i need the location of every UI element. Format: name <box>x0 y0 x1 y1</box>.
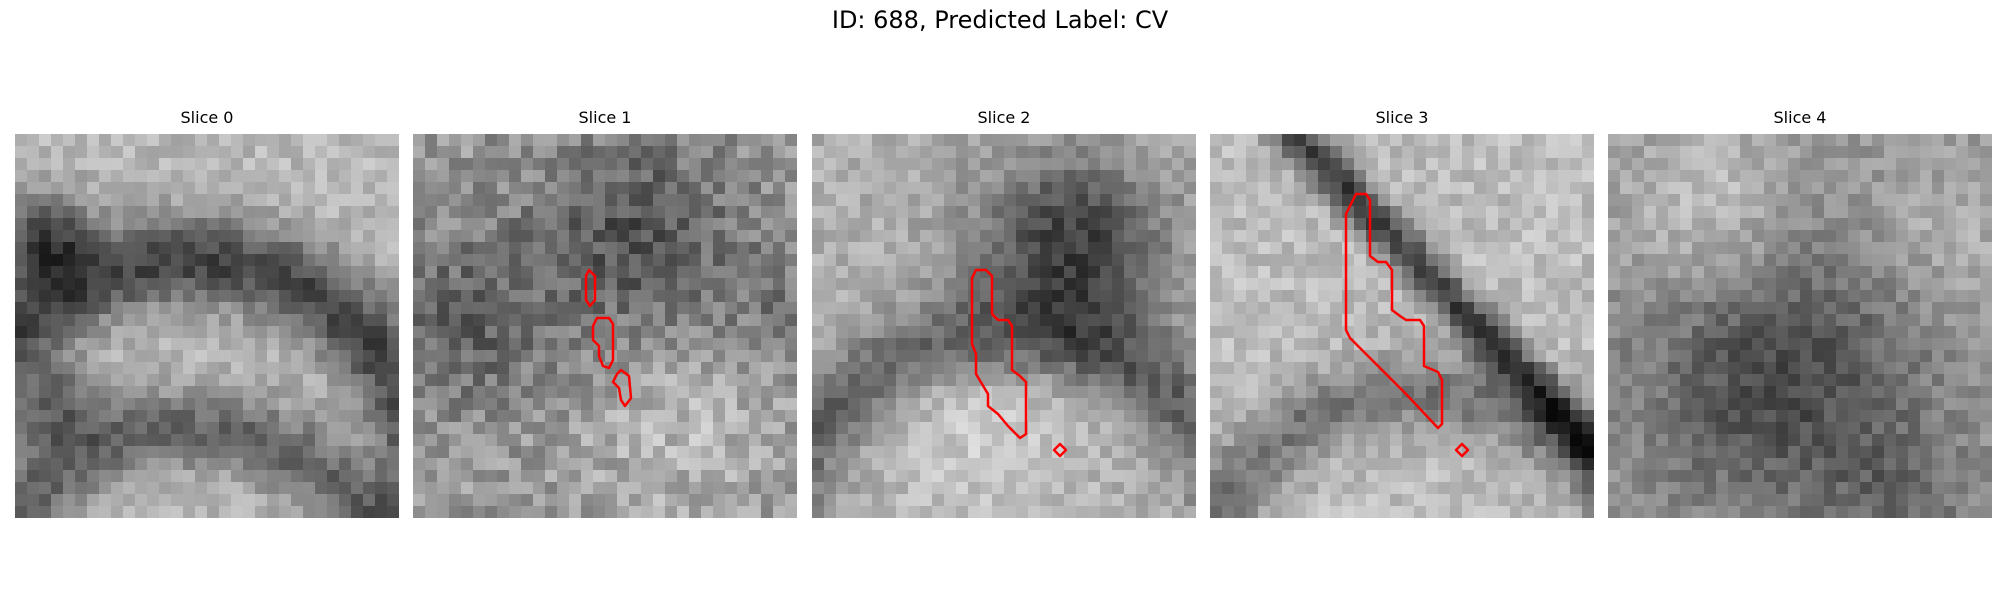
contour-region <box>1344 192 1444 430</box>
slice-title-0: Slice 0 <box>180 108 234 127</box>
slice-image-2 <box>812 134 1196 518</box>
pixel-grid-2 <box>812 134 1196 518</box>
pixel-grid-0 <box>15 134 399 518</box>
contour-region <box>1052 442 1068 458</box>
slice-image-0 <box>15 134 399 518</box>
contour-overlay-1 <box>584 268 633 408</box>
slice-image-3 <box>1210 134 1594 518</box>
slice-title-1: Slice 1 <box>578 108 632 127</box>
slice-image-1 <box>413 134 797 518</box>
slice-image-4 <box>1608 134 1992 518</box>
figure-title: ID: 688, Predicted Label: CV <box>831 6 1169 34</box>
contour-region <box>584 268 597 308</box>
pixel-grid-1 <box>413 134 797 518</box>
contour-region <box>1454 442 1470 458</box>
pixel-grid-4 <box>1608 134 1992 518</box>
contour-region <box>970 268 1028 440</box>
slice-title-2: Slice 2 <box>977 108 1031 127</box>
slice-title-3: Slice 3 <box>1375 108 1429 127</box>
contour-overlay-3 <box>1344 192 1470 458</box>
pixel-grid-3 <box>1210 134 1594 518</box>
slice-title-4: Slice 4 <box>1773 108 1827 127</box>
contour-region <box>611 368 633 408</box>
contour-region <box>591 316 615 370</box>
contour-overlay-2 <box>970 268 1068 458</box>
